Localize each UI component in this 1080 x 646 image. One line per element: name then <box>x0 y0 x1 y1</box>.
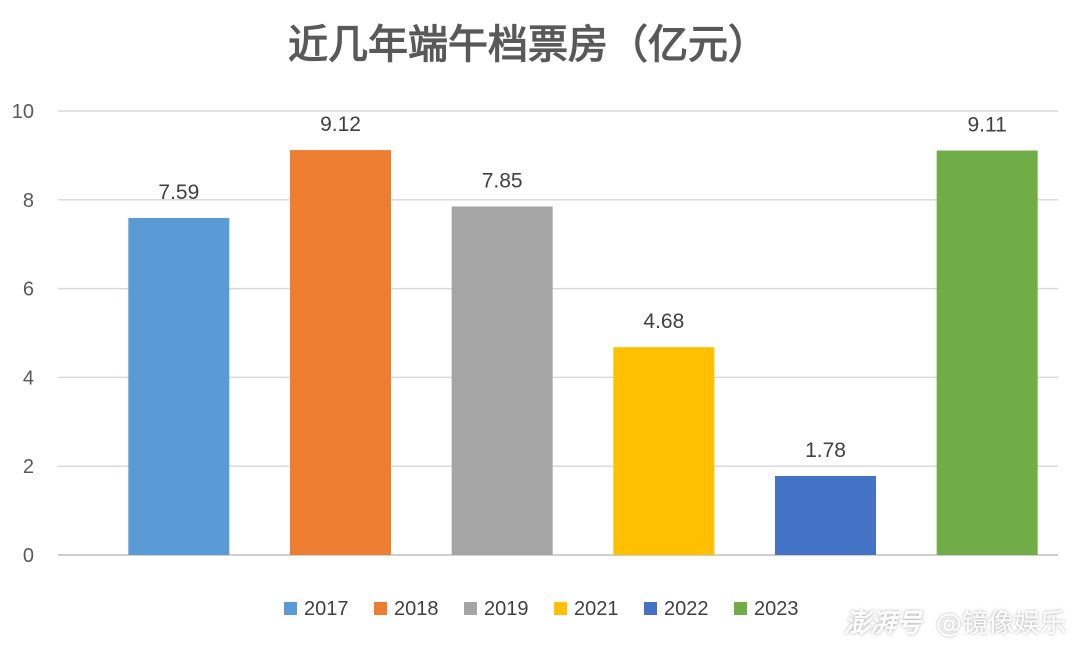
y-tick-label: 2 <box>23 456 34 478</box>
watermark-brand: 澎湃号 <box>843 609 922 639</box>
y-axis-ticks: 0 2 4 6 8 10 <box>12 101 34 567</box>
legend-label-2019: 2019 <box>484 598 529 620</box>
data-label-2023: 9.11 <box>968 114 1007 137</box>
data-label-2019: 7.85 <box>482 169 523 192</box>
legend-label-2023: 2023 <box>754 598 799 620</box>
y-tick-label: 10 <box>12 101 34 123</box>
data-label-2017: 7.59 <box>158 181 199 204</box>
y-tick-label: 0 <box>23 545 34 567</box>
bar-2022 <box>775 475 876 555</box>
legend-swatch-2021 <box>554 602 567 615</box>
legend-label-2017: 2017 <box>304 598 349 620</box>
data-labels: 7.59 9.12 7.85 4.68 1.78 9.11 <box>158 113 1006 462</box>
legend-swatch-2017 <box>284 602 297 615</box>
bar-2019 <box>451 206 553 555</box>
legend-swatch-2022 <box>644 602 657 615</box>
legend: 2017 2018 2019 2021 2022 2023 <box>284 598 799 620</box>
legend-swatch-2023 <box>734 602 747 615</box>
bar-2021 <box>613 347 715 555</box>
y-tick-label: 4 <box>23 367 34 389</box>
bars <box>128 150 1038 556</box>
legend-label-2018: 2018 <box>394 598 439 620</box>
legend-label-2022: 2022 <box>664 598 709 620</box>
watermark-account: @镜像娱乐 <box>935 609 1066 639</box>
y-tick-label: 6 <box>23 279 34 301</box>
data-label-2021: 4.68 <box>643 310 684 333</box>
chart-title: 近几年端午档票房（亿元） <box>288 22 768 68</box>
data-label-2018: 9.12 <box>320 113 361 136</box>
legend-swatch-2019 <box>464 602 477 615</box>
bar-2023 <box>936 150 1038 556</box>
legend-label-2021: 2021 <box>574 598 619 620</box>
legend-swatch-2018 <box>374 602 387 615</box>
y-tick-label: 8 <box>23 190 34 212</box>
watermark: 澎湃号 @镜像娱乐 <box>844 603 1066 640</box>
data-label-2022: 1.78 <box>805 439 846 462</box>
bar-2018 <box>290 150 391 555</box>
bar-2017 <box>128 218 230 555</box>
